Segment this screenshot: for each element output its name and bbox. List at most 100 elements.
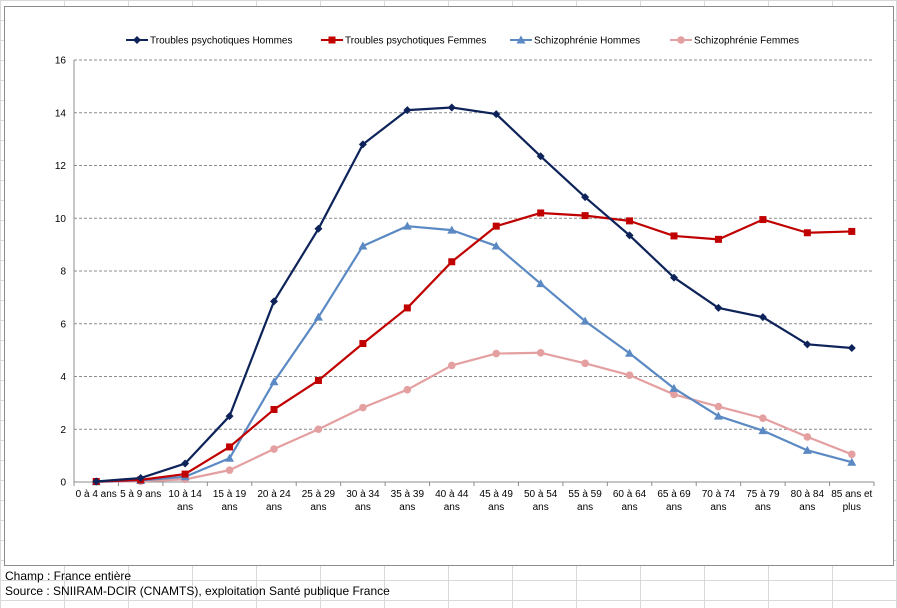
data-point (670, 232, 678, 240)
legend-entry: Troubles psychotiques Hommes (126, 36, 292, 47)
y-tick-label: 0 (60, 478, 66, 489)
x-tick-label: 80 à 84 ans (791, 489, 825, 513)
series-troubles-psychotiques-hommes (92, 103, 856, 486)
data-point (314, 425, 323, 434)
data-point (492, 349, 501, 358)
data-point (759, 216, 767, 224)
data-point (581, 193, 590, 202)
legend-entry: Troubles psychotiques Femmes (321, 36, 486, 47)
y-tick-label: 4 (60, 372, 66, 383)
legend-marker (328, 36, 336, 44)
data-point (581, 212, 589, 220)
champ-note: Champ : France entière (5, 569, 132, 583)
data-point (314, 376, 322, 384)
x-tick-label: 75 à 79 ans (746, 489, 780, 513)
data-point (580, 316, 590, 325)
data-point (758, 426, 768, 435)
data-point (803, 340, 812, 349)
legend-entry: Schizophrénie Hommes (510, 35, 640, 47)
data-point (848, 227, 856, 235)
data-point (447, 361, 456, 370)
source-note: Source : SNIIRAM-DCIR (CNAMTS), exploita… (5, 584, 390, 598)
x-tick-label: 15 à 19 ans (213, 489, 247, 513)
legend-label: Schizophrénie Hommes (534, 36, 640, 47)
data-point (626, 217, 634, 225)
series-line (96, 225, 853, 483)
legend: Troubles psychotiques Hommes Troubles psy… (126, 35, 799, 47)
data-point (447, 103, 456, 112)
series-line (96, 106, 852, 483)
data-point (803, 229, 811, 237)
data-point (802, 445, 812, 454)
data-point (714, 235, 722, 243)
data-point (714, 303, 723, 312)
x-tick-label: 55 à 59 ans (568, 489, 602, 513)
data-point (358, 241, 368, 250)
data-point (758, 313, 767, 322)
series-schizophrenie-hommes (91, 221, 857, 486)
data-point (447, 225, 457, 234)
legend-entry: Schizophrénie Femmes (670, 36, 799, 47)
footnotes: Champ : France entière Source : SNIIRAM-… (5, 569, 390, 599)
data-point (92, 477, 101, 486)
x-tick-label: 45 à 49 ans (480, 489, 514, 513)
data-point (270, 405, 278, 413)
x-tick-label: 5 à 9 ans (120, 489, 161, 500)
data-point (403, 385, 412, 394)
y-tick-label: 12 (55, 161, 67, 172)
x-tick-label: 40 à 44 ans (435, 489, 469, 513)
data-point (581, 359, 589, 368)
data-point (225, 466, 234, 474)
data-point (270, 445, 278, 453)
legend-marker (133, 36, 141, 44)
data-point (448, 258, 456, 266)
gridlines (74, 59, 874, 430)
data-point (270, 297, 278, 306)
data-point (181, 459, 190, 468)
chart-area: 0 2 4 6 8 10 12 14 16 0 à 4 ans 5 à 9 ans 10 à 14 an… (4, 6, 894, 566)
series-schizophrenie-femmes (92, 348, 856, 486)
data-point (669, 383, 679, 392)
data-point (713, 411, 723, 420)
x-tick-label: 10 à 14 ans (168, 489, 202, 513)
data-point (226, 443, 234, 451)
x-tick-label: 35 à 39 ans (391, 489, 425, 513)
series-line (96, 211, 852, 483)
data-point (181, 470, 189, 478)
series-troubles-psychotiques-femmes (92, 209, 856, 485)
legend-label: Troubles psychotiques Hommes (150, 36, 292, 47)
legend-label: Schizophrénie Femmes (694, 36, 799, 47)
data-point (225, 412, 234, 421)
data-point (847, 450, 856, 459)
data-point (625, 348, 635, 357)
data-point (536, 279, 546, 288)
x-tick-label: 65 à 69 ans (657, 489, 691, 513)
x-tick-label: 50 à 54 ans (524, 489, 558, 513)
data-point (537, 209, 545, 217)
data-point (403, 106, 412, 115)
data-point (759, 414, 767, 422)
y-tick-label: 6 (60, 319, 66, 330)
data-series (91, 103, 857, 486)
axes: 0 2 4 6 8 10 12 14 16 0 à 4 ans 5 à 9 ans 10 à 14 an… (55, 56, 875, 513)
data-point (536, 152, 545, 161)
data-point (403, 304, 411, 312)
y-tick-label: 14 (55, 108, 67, 119)
data-point (847, 457, 857, 466)
x-tick-label: 25 à 29 ans (302, 489, 336, 513)
data-point (491, 241, 501, 250)
y-tick-label: 16 (55, 56, 67, 67)
series-line (96, 351, 853, 483)
x-tick-label: 70 à 74 ans (702, 489, 736, 513)
y-tick-label: 2 (60, 425, 66, 436)
y-tick-label: 10 (55, 214, 67, 225)
y-tick-label: 8 (60, 267, 66, 278)
legend-marker (677, 36, 685, 44)
data-point (492, 110, 501, 119)
data-point (625, 371, 634, 379)
data-point (402, 221, 412, 230)
data-point (314, 224, 323, 233)
data-point (313, 312, 323, 321)
data-point (803, 433, 812, 441)
data-point (225, 453, 235, 462)
